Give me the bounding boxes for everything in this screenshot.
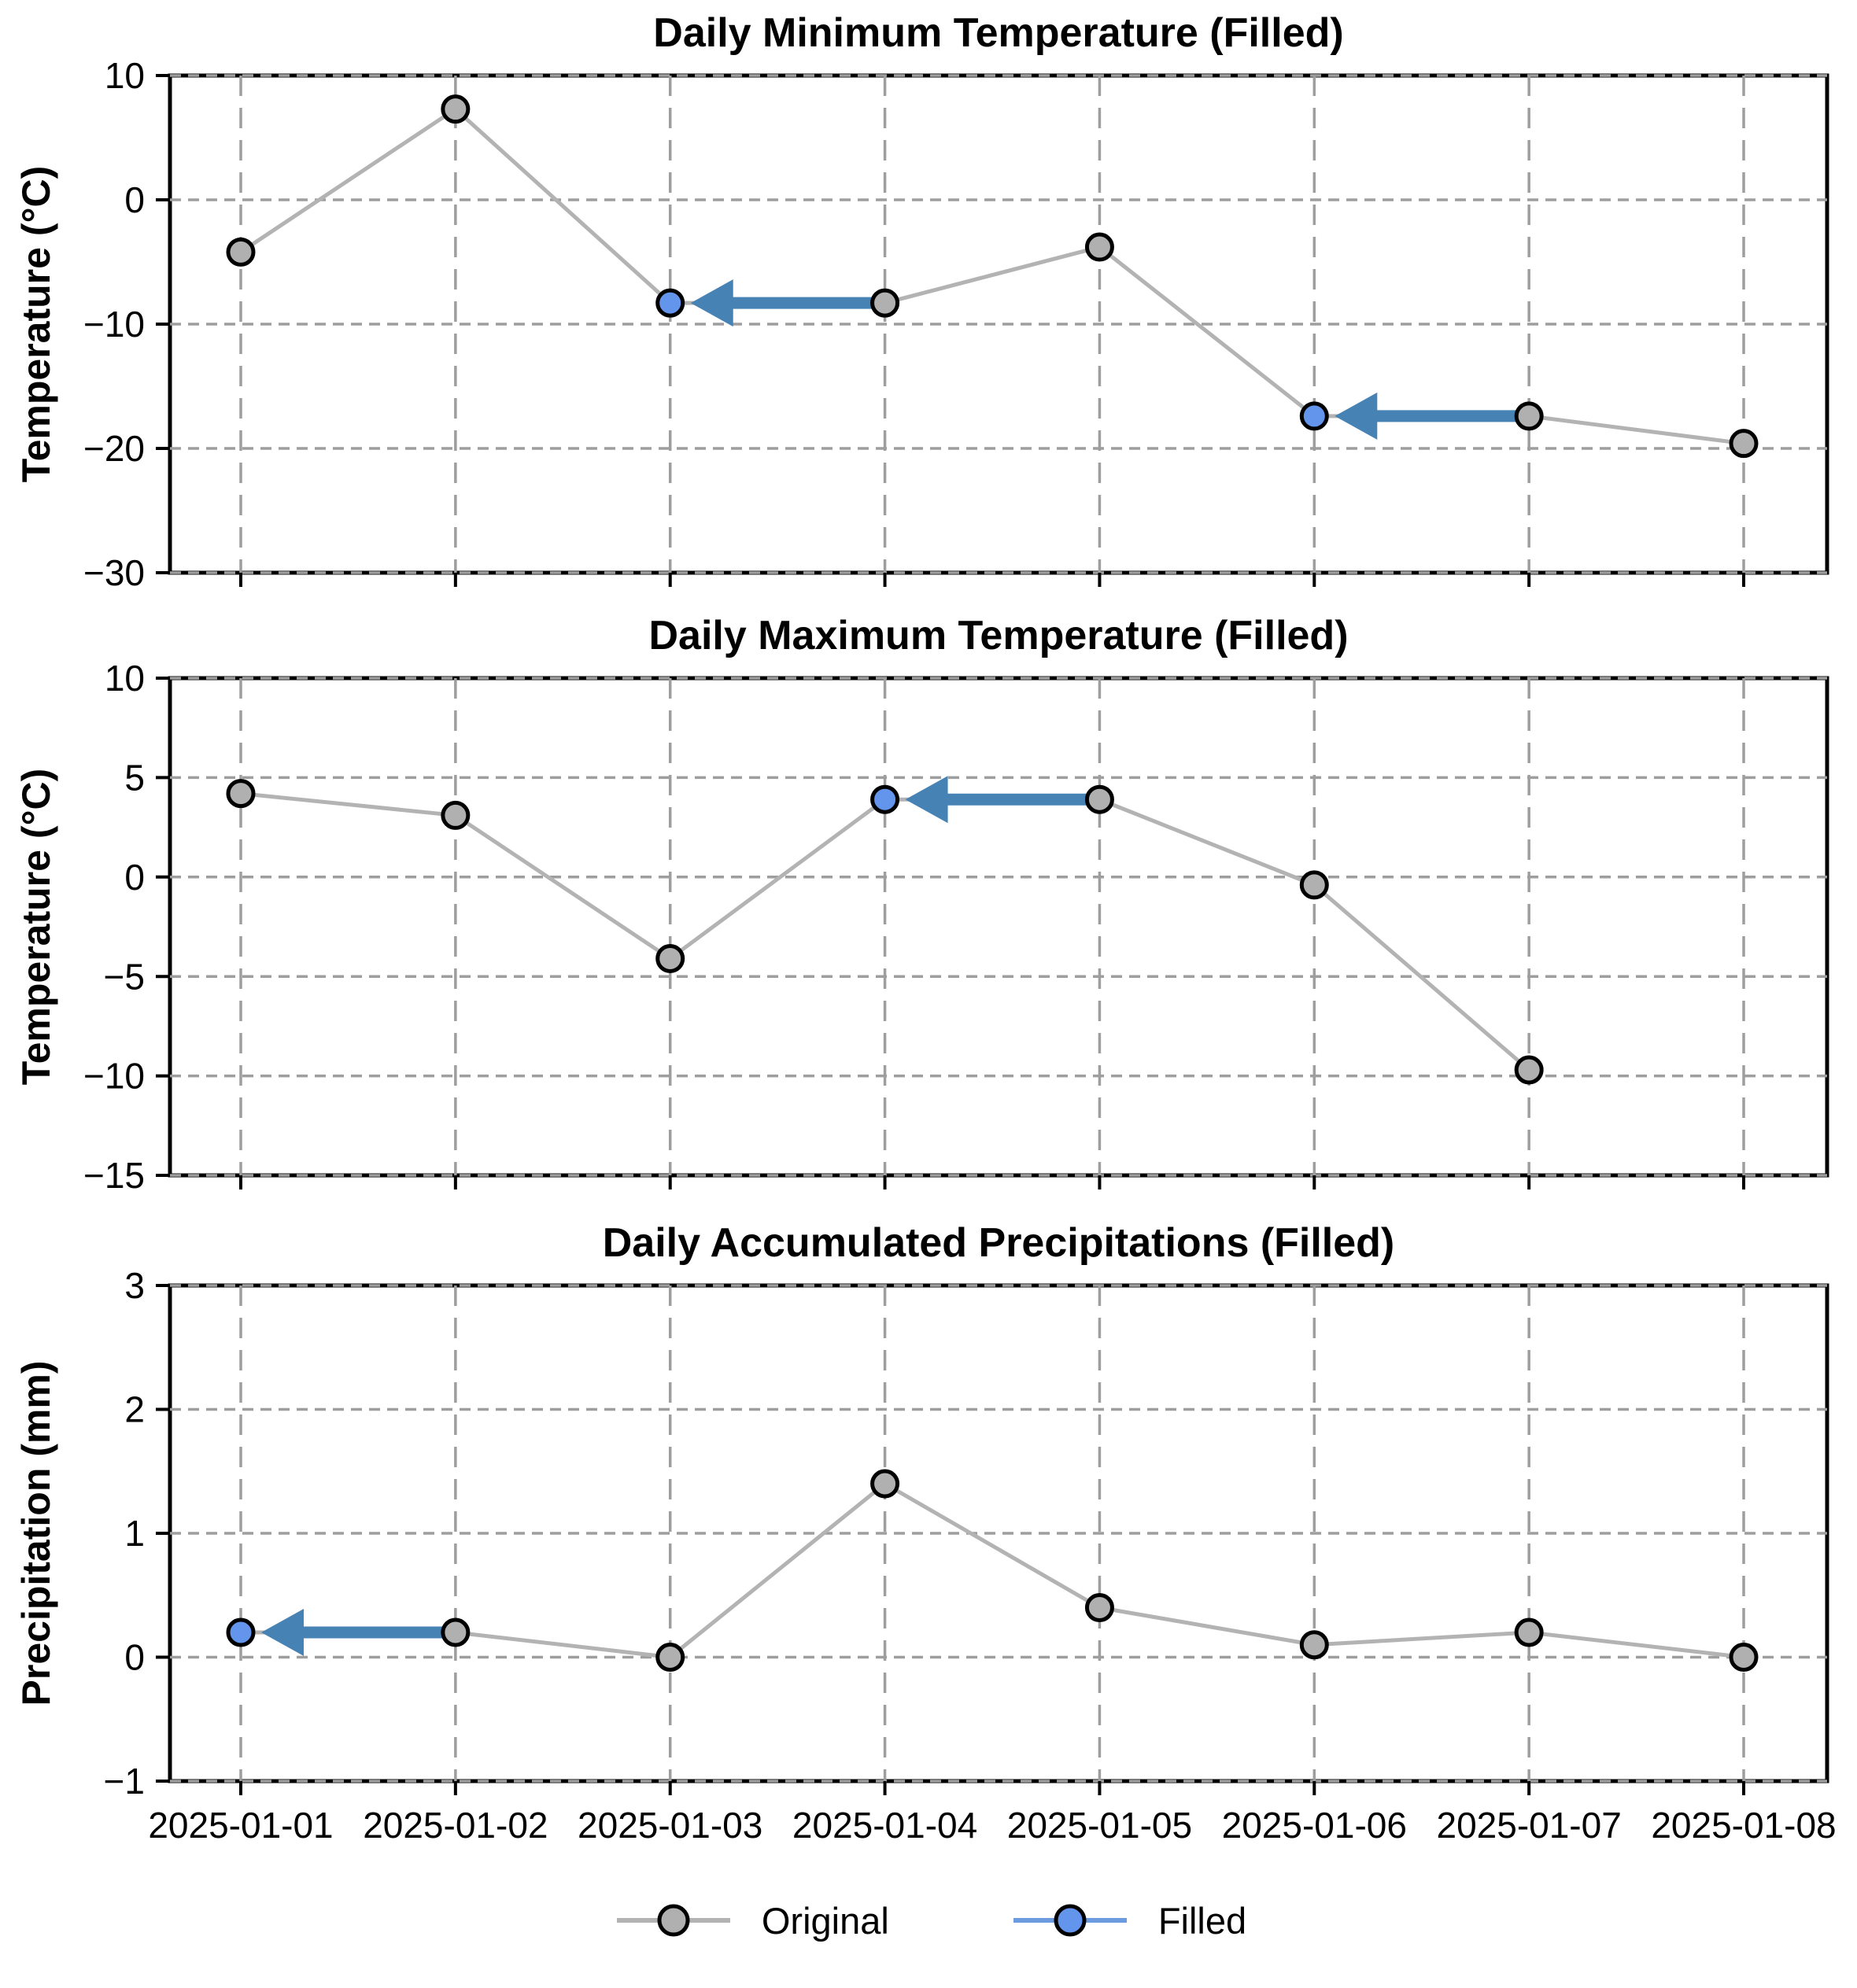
data-point-original xyxy=(1514,1055,1544,1085)
legend-label-original: Original xyxy=(761,1899,889,1942)
y-tick-label: −10 xyxy=(83,1056,145,1097)
x-tick-label: 2025-01-04 xyxy=(792,1805,977,1846)
data-point-original xyxy=(655,943,685,973)
data-point-original xyxy=(1729,429,1759,459)
data-point-filled xyxy=(655,288,685,318)
y-tick-label: −20 xyxy=(83,428,145,469)
y-axis-label-min-temp: Temperature (°C) xyxy=(14,165,58,483)
data-point-filled xyxy=(1299,401,1329,431)
y-tick-label: −5 xyxy=(104,956,145,997)
data-point-original xyxy=(1084,232,1114,262)
x-tick-label: 2025-01-08 xyxy=(1651,1805,1836,1846)
data-point-original xyxy=(441,800,471,830)
legend: Original Filled xyxy=(0,1885,1857,1956)
x-tick-label: 2025-01-06 xyxy=(1222,1805,1407,1846)
y-tick-label: −10 xyxy=(83,304,145,345)
data-line xyxy=(240,791,1530,1071)
y-tick-label: −30 xyxy=(83,552,145,593)
data-point-original xyxy=(1514,401,1544,431)
y-tick-label: 10 xyxy=(105,55,145,96)
data-point-original xyxy=(1514,1617,1544,1647)
data-line xyxy=(239,106,1744,446)
legend-marker-filled-icon xyxy=(1013,1904,1127,1937)
plot-border xyxy=(168,676,1829,1178)
data-point-original xyxy=(655,1643,685,1672)
data-point-original xyxy=(1084,784,1114,814)
y-tick-label: 0 xyxy=(124,1637,145,1678)
x-tick-label: 2025-01-02 xyxy=(363,1805,548,1846)
y-tick-label: −15 xyxy=(83,1155,145,1196)
data-point-original xyxy=(1729,1643,1759,1672)
plot-border xyxy=(168,73,1829,575)
y-tick-label: 10 xyxy=(105,658,145,699)
y-tick-label: −1 xyxy=(104,1761,145,1802)
y-tick-label: 1 xyxy=(124,1513,145,1554)
data-point-original xyxy=(226,779,256,809)
y-tick-label: 0 xyxy=(124,179,145,220)
data-point-filled xyxy=(870,784,900,814)
legend-item-filled: Filled xyxy=(1007,1893,1246,1948)
y-axis-label-precipitation: Precipitation (mm) xyxy=(14,1360,58,1706)
fill-arrow-head xyxy=(690,279,733,327)
data-point-original xyxy=(1299,870,1329,900)
x-tick-label: 2025-01-05 xyxy=(1007,1805,1192,1846)
chart-title-precipitation: Daily Accumulated Precipitations (Filled… xyxy=(602,1220,1395,1266)
y-axis-label-max-temp: Temperature (°C) xyxy=(14,768,58,1086)
data-point-original xyxy=(870,1469,900,1499)
fill-arrow-head xyxy=(905,776,948,824)
plot-border xyxy=(168,1283,1829,1783)
chart-title-min-temp: Daily Minimum Temperature (Filled) xyxy=(653,10,1344,56)
data-line xyxy=(241,1481,1744,1660)
legend-label-filled: Filled xyxy=(1157,1899,1247,1942)
y-tick-label: 0 xyxy=(124,857,145,898)
legend-item-original: Original xyxy=(611,1893,889,1948)
x-tick-label: 2025-01-03 xyxy=(578,1805,762,1846)
chart-title-max-temp: Daily Maximum Temperature (Filled) xyxy=(648,613,1349,658)
y-tick-label: 2 xyxy=(124,1389,145,1430)
legend-marker-original-icon xyxy=(616,1904,730,1937)
y-tick-label: 5 xyxy=(124,758,145,799)
x-tick-label: 2025-01-01 xyxy=(148,1805,333,1846)
x-tick-label: 2025-01-07 xyxy=(1436,1805,1621,1846)
data-point-original xyxy=(441,1617,471,1647)
data-point-original xyxy=(226,237,256,267)
data-point-filled xyxy=(226,1617,256,1647)
fill-arrow-head xyxy=(261,1609,304,1656)
y-tick-label: 3 xyxy=(124,1265,145,1306)
fill-arrow-head xyxy=(1335,392,1378,440)
data-point-original xyxy=(1299,1630,1329,1660)
data-point-original xyxy=(870,288,900,318)
data-point-original xyxy=(441,94,471,124)
data-point-original xyxy=(1084,1593,1114,1622)
